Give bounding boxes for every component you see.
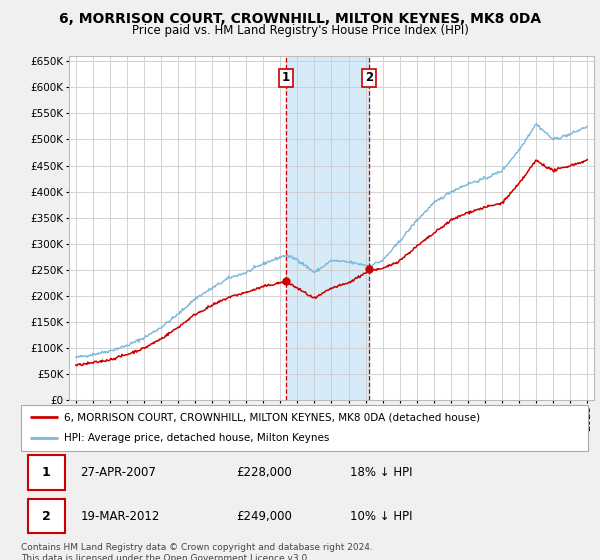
Text: 27-APR-2007: 27-APR-2007 <box>80 466 157 479</box>
Text: Price paid vs. HM Land Registry's House Price Index (HPI): Price paid vs. HM Land Registry's House … <box>131 24 469 36</box>
FancyBboxPatch shape <box>28 499 65 534</box>
Bar <box>286 56 369 400</box>
Text: 2: 2 <box>365 72 373 85</box>
FancyBboxPatch shape <box>21 405 588 451</box>
Text: 6, MORRISON COURT, CROWNHILL, MILTON KEYNES, MK8 0DA (detached house): 6, MORRISON COURT, CROWNHILL, MILTON KEY… <box>64 412 479 422</box>
Text: 10% ↓ HPI: 10% ↓ HPI <box>350 510 412 522</box>
Text: HPI: Average price, detached house, Milton Keynes: HPI: Average price, detached house, Milt… <box>64 433 329 444</box>
Text: £228,000: £228,000 <box>236 466 292 479</box>
Text: 18% ↓ HPI: 18% ↓ HPI <box>350 466 412 479</box>
Text: 1: 1 <box>41 466 50 479</box>
Text: 1: 1 <box>282 72 290 85</box>
Text: 6, MORRISON COURT, CROWNHILL, MILTON KEYNES, MK8 0DA: 6, MORRISON COURT, CROWNHILL, MILTON KEY… <box>59 12 541 26</box>
Text: 19-MAR-2012: 19-MAR-2012 <box>80 510 160 522</box>
Text: £249,000: £249,000 <box>236 510 292 522</box>
Text: 2: 2 <box>41 510 50 522</box>
FancyBboxPatch shape <box>28 455 65 490</box>
Text: Contains HM Land Registry data © Crown copyright and database right 2024.
This d: Contains HM Land Registry data © Crown c… <box>21 543 373 560</box>
